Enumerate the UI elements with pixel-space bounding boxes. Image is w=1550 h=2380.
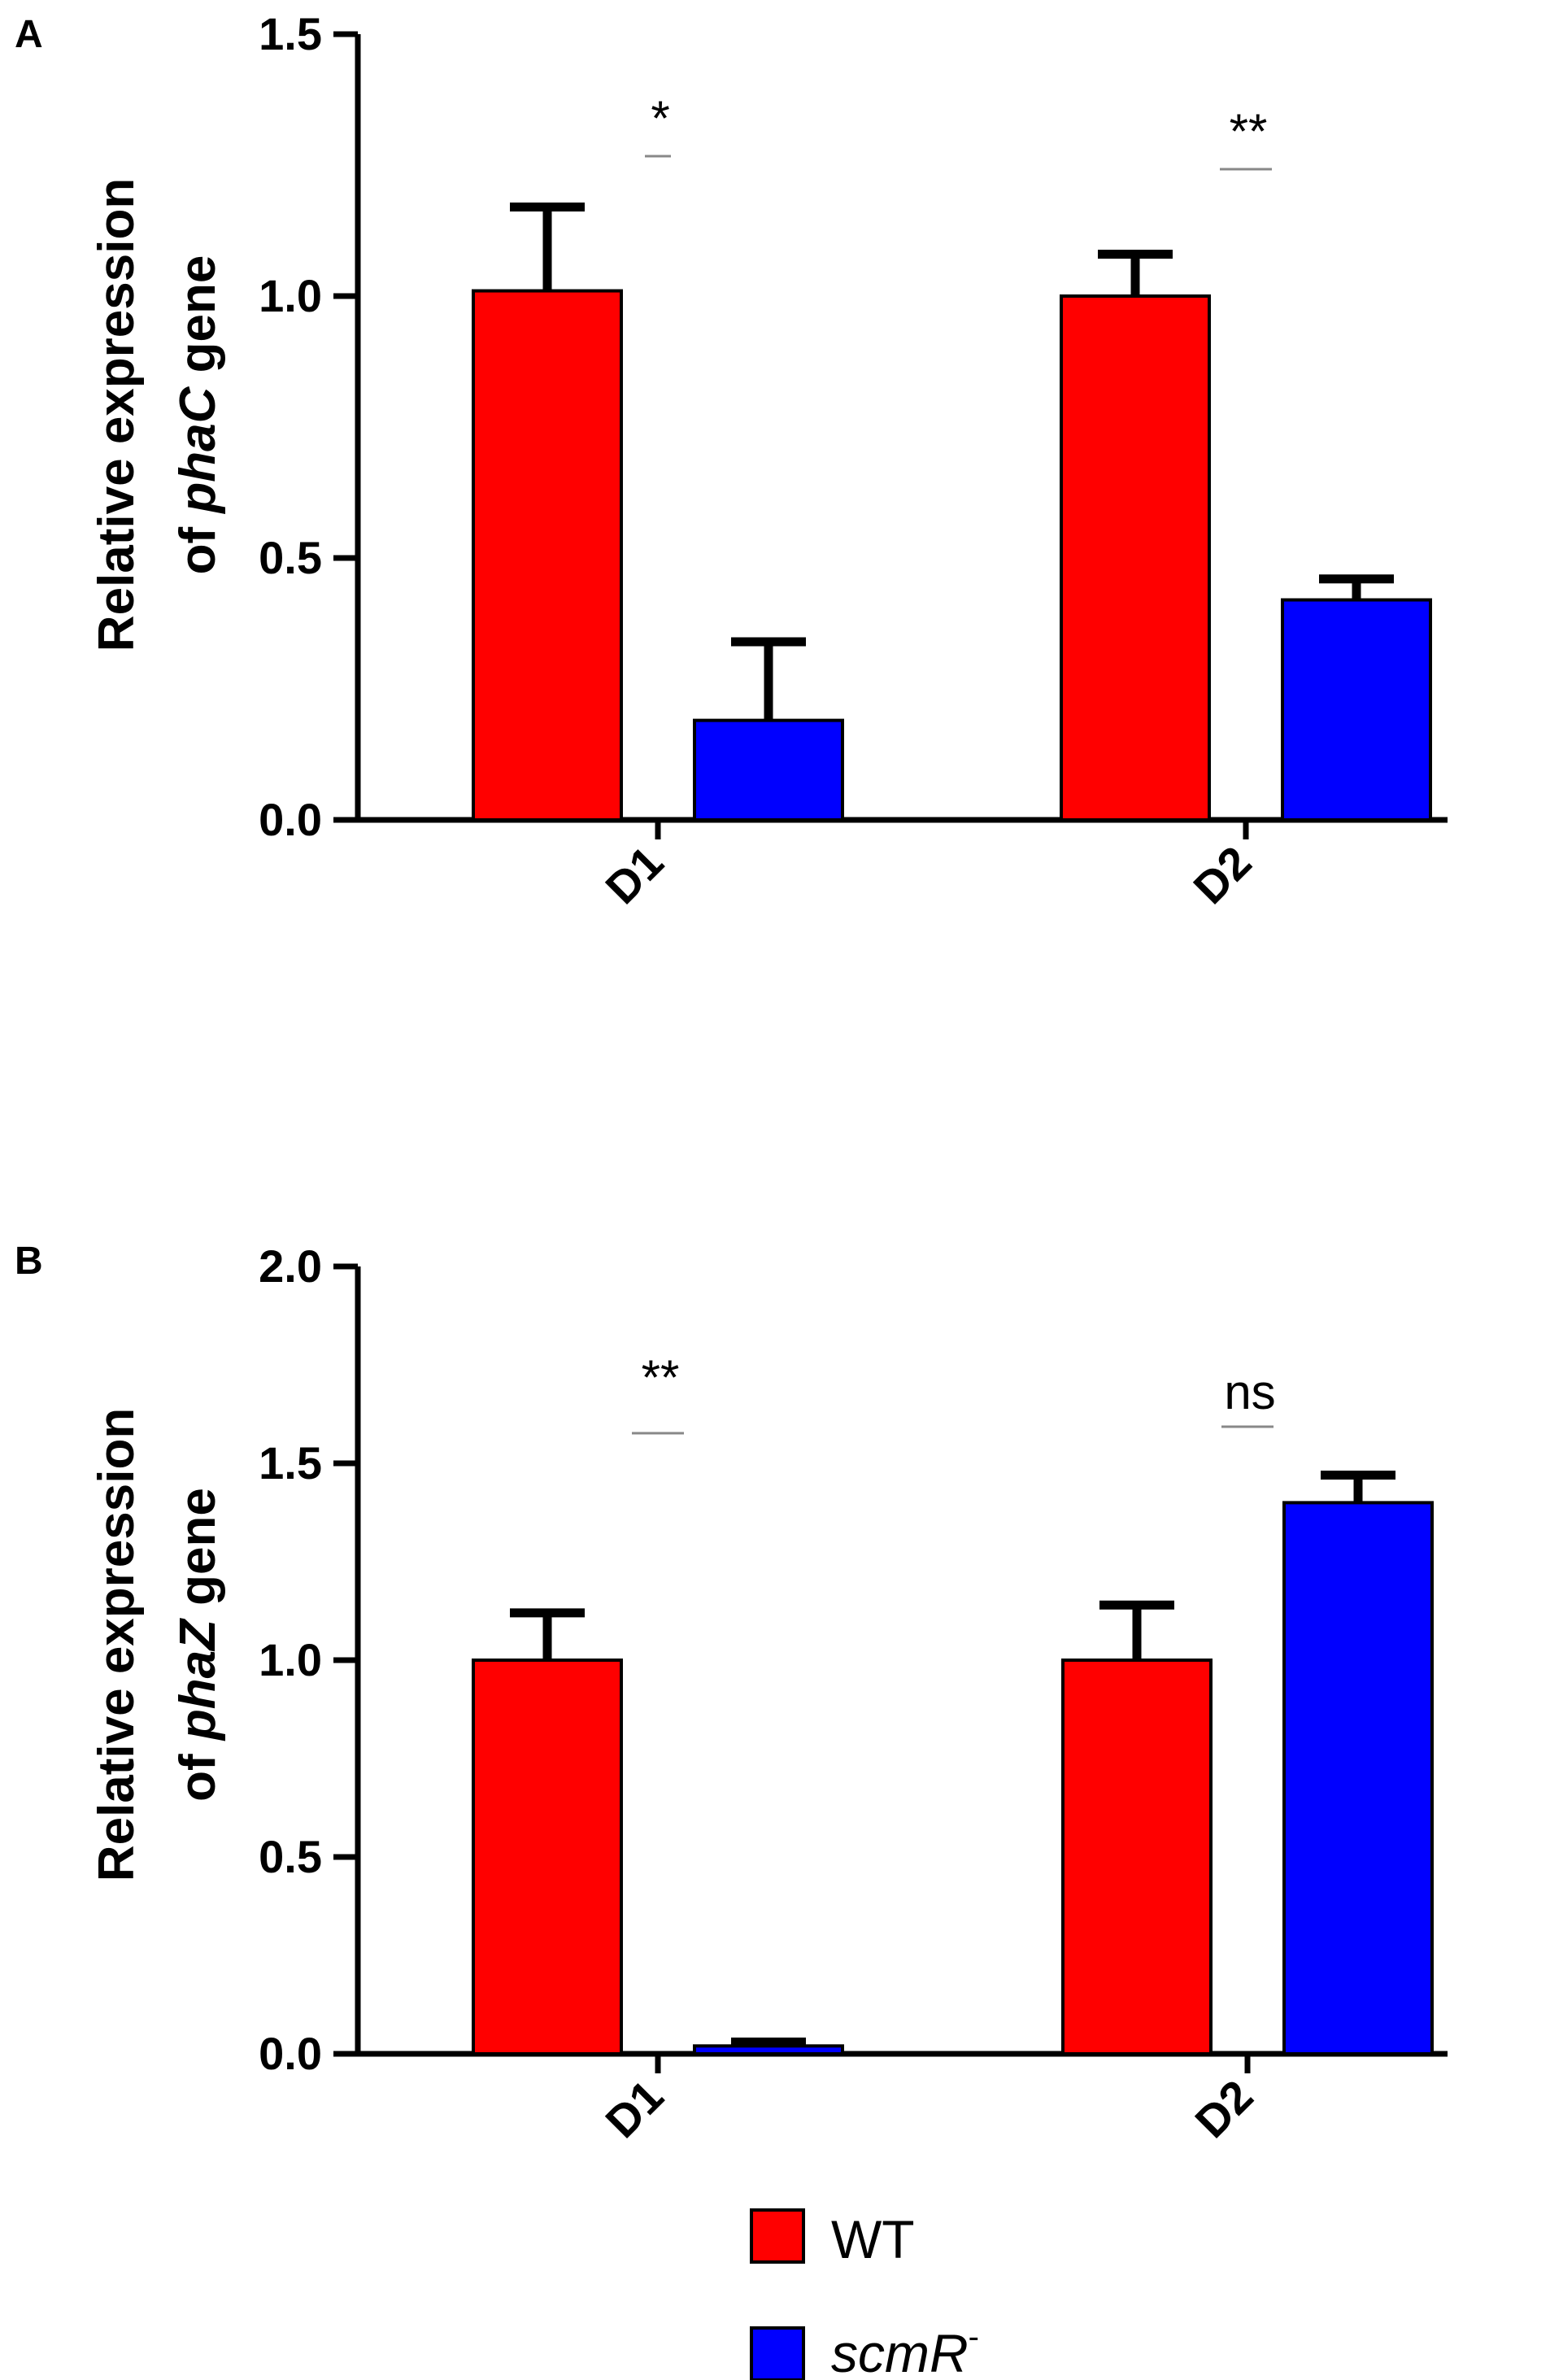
panel-a-bar-d2-wt: [1060, 294, 1211, 822]
panel-a-x-tick-label-d2: D2: [1183, 836, 1260, 913]
panel-a-ylabel-gene: phaC: [170, 386, 226, 514]
panel-b-significance-d1: **: [642, 1350, 680, 1405]
panel-b-x-tick-label-d2: D2: [1185, 2070, 1262, 2147]
panel-b-y-tick-label: 1.5: [259, 1437, 322, 1489]
panel-a-y-tick-label: 0.0: [259, 794, 322, 845]
panel-a-significance-d1: *: [651, 91, 669, 146]
panel-b-plot: 0.0 0.5 1.0 1.5 2.0 D1 ** D2 ns: [259, 1240, 1448, 2147]
panel-b-significance-d2: ns: [1224, 1365, 1275, 1419]
panel-b-ylabel-prefix: of: [170, 1740, 226, 1802]
panel-a-y-tick-label: 0.5: [259, 532, 322, 583]
panel-a-ylabel-line1: Relative expression: [89, 178, 145, 652]
panel-b-bar-d2-scmr: [1282, 1501, 1434, 2055]
legend-wt-swatch: [750, 2208, 805, 2264]
panel-a-x-tick-label-d1: D1: [595, 836, 673, 913]
panel-a-significance-d2: **: [1230, 104, 1268, 159]
panel-a-bar-d1-wt: [472, 289, 623, 822]
panel-a-bar-d2-scmr: [1281, 598, 1432, 822]
panel-a-ylabel-suffix: gene: [170, 255, 226, 387]
legend-wt-label: WT: [831, 2209, 915, 2269]
panel-b-ylabel-line1: Relative expression: [89, 1408, 145, 1881]
legend-scmr-superscript: -: [969, 2319, 979, 2355]
panel-b-label: B: [15, 1240, 43, 1283]
panel-a-plot: 0.0 0.5 1.0 1.5 D1 * D2 **: [259, 8, 1448, 913]
panel-b-ylabel-suffix: gene: [170, 1488, 226, 1619]
panel-b-bar-d2-wt: [1061, 1659, 1213, 2055]
legend-scmr-swatch: [750, 2326, 805, 2380]
panel-b-ylabel-line2: of phaZ gene: [170, 1488, 226, 1802]
panel-b-y-tick-label: 0.5: [259, 1831, 322, 1882]
legend-scmr-label: scmR-: [831, 2319, 979, 2380]
panel-b-y-tick-label: 2.0: [259, 1240, 322, 1292]
panel-b-x-tick-label-d1: D1: [595, 2070, 673, 2147]
panel-a-y-tick-label: 1.5: [259, 8, 322, 59]
panel-a-y-tick-label: 1.0: [259, 270, 322, 321]
panel-b-chart: B Relative expression of phaZ gene 0.00.…: [15, 1240, 1448, 2147]
panel-b-bar-d1-scmr: [693, 2044, 844, 2056]
panel-b-bar-d1-wt: [472, 1659, 623, 2055]
panel-b-ylabel-gene: phaZ: [170, 1618, 226, 1741]
panel-b-y-tick-label: 1.0: [259, 1634, 322, 1685]
panel-a-bar-d1-scmr: [693, 718, 844, 822]
panel-b-y-tick-label: 0.0: [259, 2028, 322, 2079]
legend-scmr-name: scmR: [831, 2323, 969, 2380]
panel-a-label: A: [15, 13, 43, 56]
legend: WT scmR-: [750, 2208, 979, 2380]
panel-a-ylabel-prefix: of: [170, 513, 226, 575]
panel-a-chart: A Relative expression of phaC gene 0.00.…: [15, 8, 1448, 913]
panel-a-ylabel-line2: of phaC gene: [170, 255, 226, 575]
